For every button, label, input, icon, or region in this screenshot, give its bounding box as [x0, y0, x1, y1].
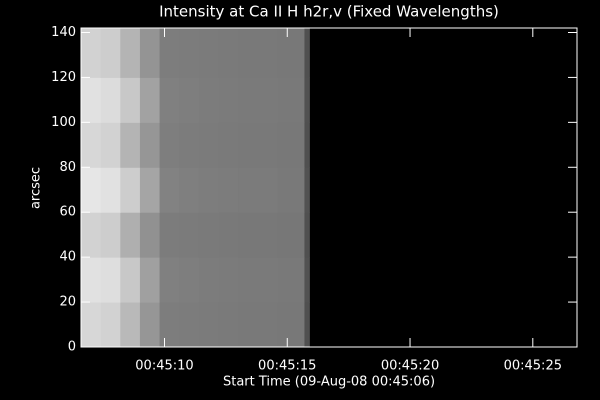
heatmap-cell	[218, 302, 239, 348]
heatmap-cell	[198, 77, 220, 123]
heatmap-cell	[81, 212, 102, 258]
heatmap-cell	[120, 77, 141, 123]
heatmap-cell	[198, 167, 220, 213]
y-tick-label: 0	[68, 340, 76, 355]
heatmap-cell	[81, 77, 102, 123]
heatmap-cell	[159, 77, 180, 123]
heatmap-cell	[198, 28, 220, 78]
heatmap-cell	[120, 212, 141, 258]
heatmap-cell	[277, 77, 305, 123]
heatmap-cell	[198, 302, 220, 348]
heatmap-cell	[198, 257, 220, 303]
heatmap-cell	[179, 302, 200, 348]
heatmap-cell	[304, 122, 310, 168]
heatmap-cell	[120, 302, 141, 348]
y-axis-label: arcsec	[29, 167, 44, 209]
heatmap-cell	[218, 212, 239, 258]
heatmap-cell	[179, 167, 200, 213]
heatmap-cell	[81, 167, 102, 213]
heatmap-cell	[218, 167, 239, 213]
heatmap-cell	[139, 167, 161, 213]
heatmap-cell	[179, 77, 200, 123]
plot-frame	[80, 27, 578, 348]
heatmap-cell	[304, 77, 310, 123]
heatmap-cell	[139, 77, 161, 123]
heatmap-cell	[304, 212, 310, 258]
heatmap-cell	[304, 257, 310, 303]
heatmap-cell	[81, 257, 102, 303]
heatmap-cell	[81, 302, 102, 348]
heatmap-cell	[218, 77, 239, 123]
heatmap-cell	[238, 167, 278, 213]
heatmap-cell	[120, 167, 141, 213]
heatmap-cell	[304, 167, 310, 213]
x-tick-label: 00:45:20	[381, 359, 439, 374]
heatmap-cell	[277, 122, 305, 168]
heatmap-cell	[100, 122, 121, 168]
heatmap-cell	[277, 302, 305, 348]
heatmap-cell	[159, 167, 180, 213]
heatmap-cell	[159, 302, 180, 348]
x-tick-label: 00:45:15	[258, 359, 316, 374]
heatmap-cell	[139, 302, 161, 348]
heatmap-cell	[304, 302, 310, 348]
x-tick-label: 00:45:25	[504, 359, 562, 374]
heatmap-cell	[277, 212, 305, 258]
heatmap-cell	[277, 28, 305, 78]
y-tick-label: 20	[59, 295, 76, 310]
y-tick-label: 80	[59, 160, 76, 175]
y-tick-label: 100	[51, 115, 76, 130]
heatmap-cell	[238, 212, 278, 258]
heatmap-cell	[198, 122, 220, 168]
heatmap-cell	[179, 257, 200, 303]
heatmap-cell	[159, 28, 180, 78]
heatmap-cell	[238, 77, 278, 123]
heatmap-cell	[139, 212, 161, 258]
heatmap-cell	[238, 302, 278, 348]
heatmap-cell	[139, 28, 161, 78]
heatmap-cell	[100, 167, 121, 213]
heatmap-cell	[218, 122, 239, 168]
x-axis-label: Start Time (09-Aug-08 00:45:06)	[223, 375, 435, 390]
heatmap-cell	[159, 257, 180, 303]
heatmap-cell	[100, 257, 121, 303]
y-tick-label: 140	[51, 25, 76, 40]
chart-title: Intensity at Ca II H h2r,v (Fixed Wavele…	[159, 3, 499, 21]
heatmap-cell	[198, 212, 220, 258]
heatmap-cell	[238, 122, 278, 168]
x-tick-label: 00:45:10	[135, 359, 193, 374]
heatmap-cell	[159, 122, 180, 168]
heatmap-cell	[100, 77, 121, 123]
y-tick-label: 40	[59, 250, 76, 265]
heatmap-cell	[120, 28, 141, 78]
heatmap-cell	[159, 212, 180, 258]
heatmap-cell	[100, 302, 121, 348]
heatmap-cell	[81, 122, 102, 168]
heatmap-cell	[304, 28, 310, 78]
heatmap-cell	[100, 212, 121, 258]
heatmap-cell	[179, 212, 200, 258]
heatmap-cell	[179, 122, 200, 168]
heatmap-cell	[179, 28, 200, 78]
heatmap-cell	[139, 122, 161, 168]
y-tick-label: 120	[51, 70, 76, 85]
heatmap-cell	[139, 257, 161, 303]
heatmap-cell	[238, 257, 278, 303]
y-tick-label: 60	[59, 205, 76, 220]
heatmap-cell	[238, 28, 278, 78]
heatmap-cell	[120, 257, 141, 303]
heatmap-cell	[277, 257, 305, 303]
heatmap-cell	[100, 28, 121, 78]
heatmap-cell	[120, 122, 141, 168]
heatmap-cell	[218, 257, 239, 303]
heatmap-cell	[81, 28, 102, 78]
heatmap-cell	[218, 28, 239, 78]
heatmap-cell	[277, 167, 305, 213]
